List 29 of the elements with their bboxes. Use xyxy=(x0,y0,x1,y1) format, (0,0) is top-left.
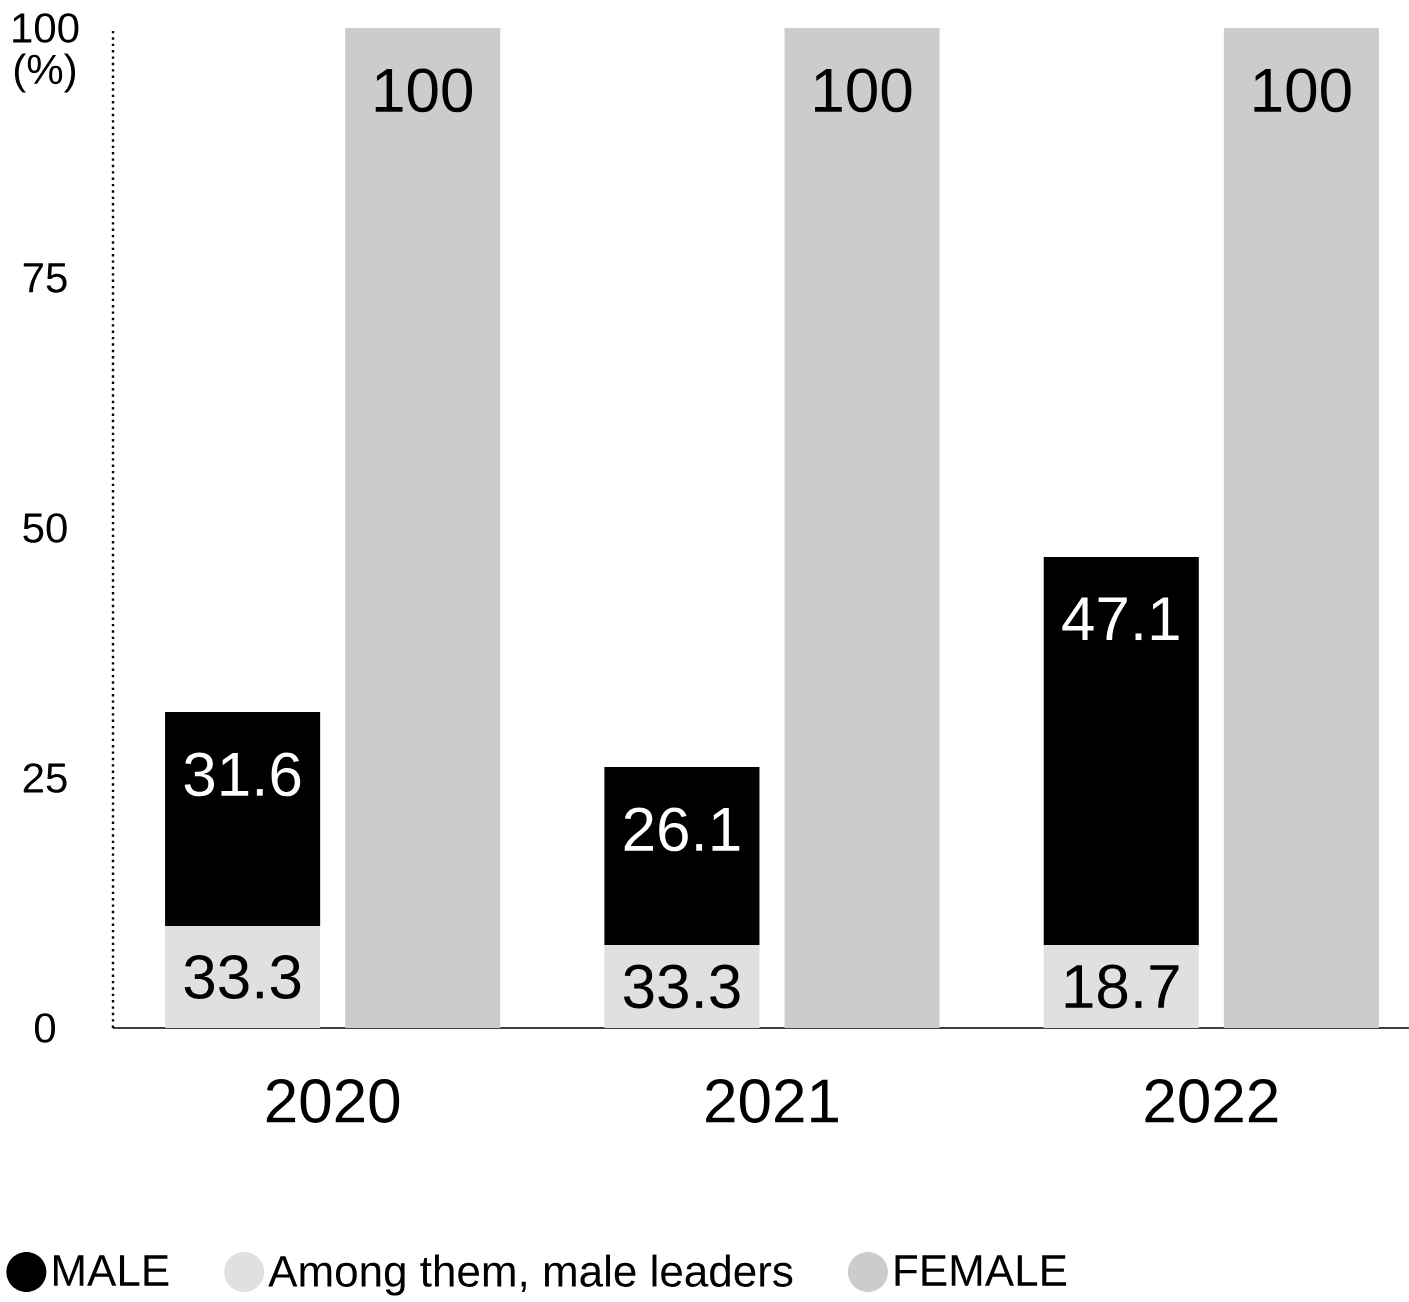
legend-label: Among them, male leaders xyxy=(268,1254,793,1296)
y-tick-label: 0 xyxy=(34,1013,56,1043)
legend-label: MALE xyxy=(53,1255,169,1286)
bar xyxy=(1223,27,1379,1028)
legend-label: FEMALE xyxy=(895,1255,1067,1286)
y-tick-label: 75 xyxy=(23,263,67,293)
x-tick-label: 2022 xyxy=(1145,1079,1278,1123)
data-label: 100 xyxy=(375,68,473,113)
y-axis-title: (%) xyxy=(14,53,76,93)
y-tick-label: 25 xyxy=(23,763,67,793)
annotation: 18.7 xyxy=(1065,964,1179,1009)
data-label: 26.1 xyxy=(624,807,740,852)
data-label: 100 xyxy=(815,68,912,113)
y-tick-label: 100 xyxy=(13,13,79,43)
y-tick-label: 50 xyxy=(23,513,67,543)
bar xyxy=(345,27,501,1028)
bar xyxy=(1043,945,1199,1028)
annotation: 33.3 xyxy=(623,964,740,1009)
x-tick-label: 2021 xyxy=(706,1079,838,1123)
annotation: 33.3 xyxy=(184,955,301,999)
x-tick-label: 2020 xyxy=(266,1079,400,1123)
bar xyxy=(604,767,760,945)
bar xyxy=(784,27,940,1028)
data-label: 47.1 xyxy=(1062,597,1179,641)
bar xyxy=(165,712,321,926)
data-label: 31.6 xyxy=(184,752,301,797)
bar xyxy=(1043,556,1199,945)
data-label: 100 xyxy=(1254,68,1351,113)
bar xyxy=(165,926,321,1028)
